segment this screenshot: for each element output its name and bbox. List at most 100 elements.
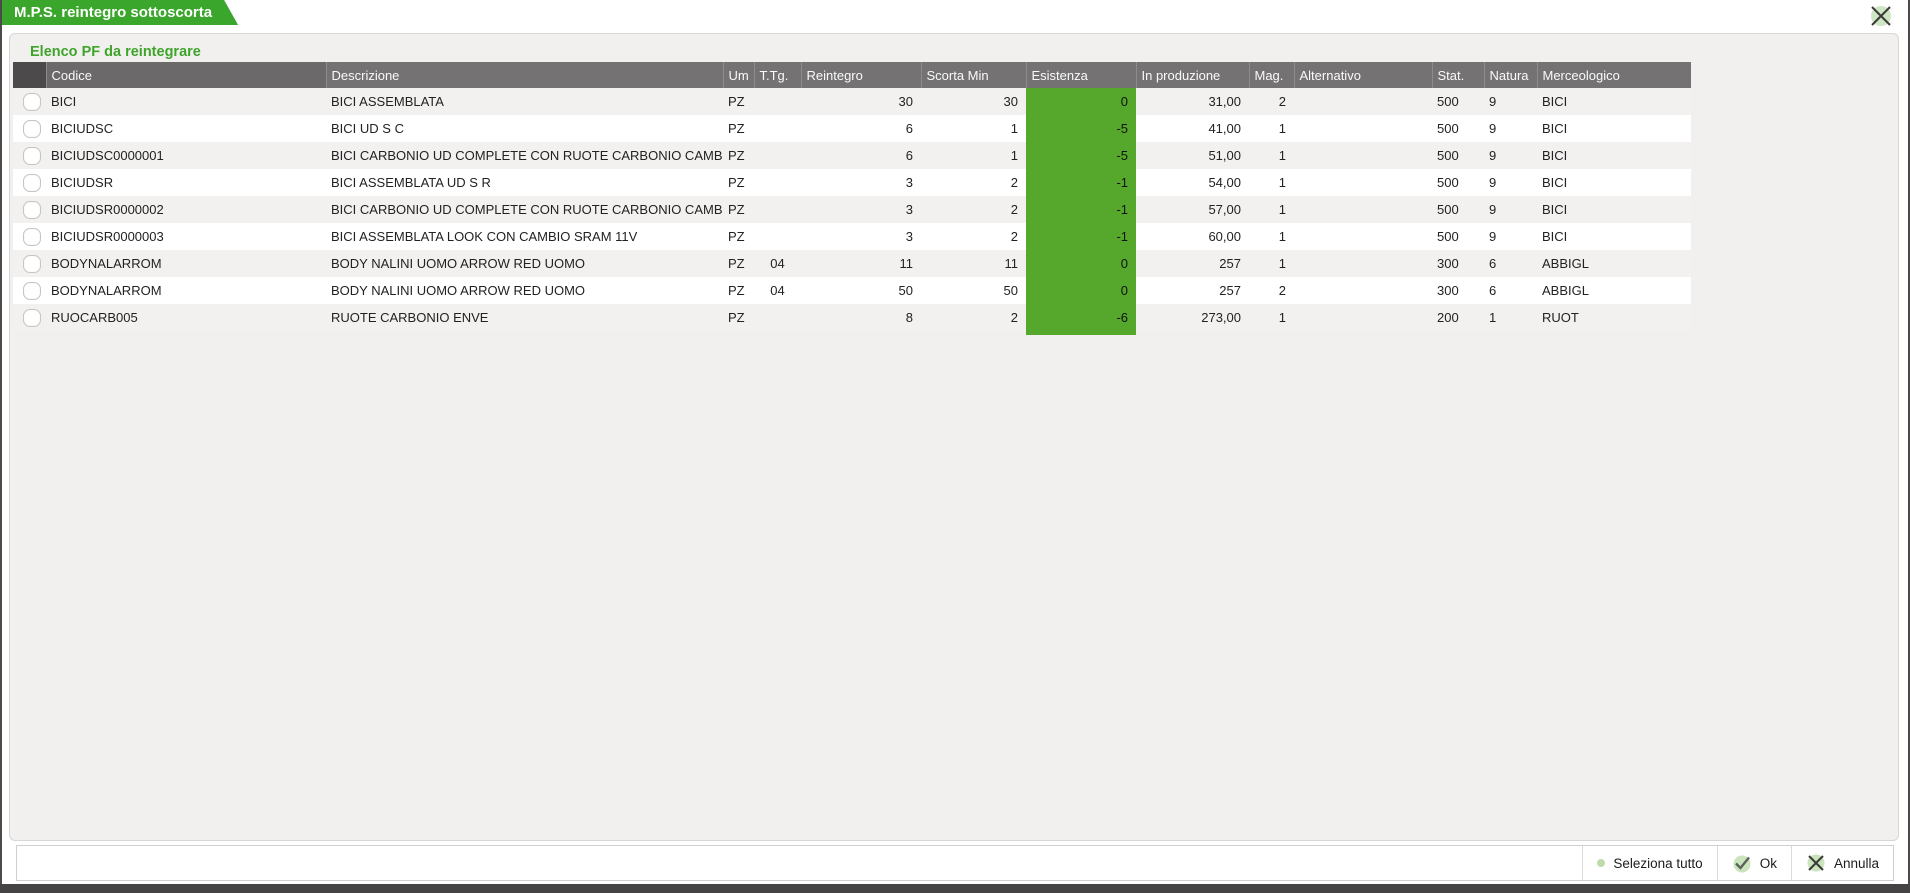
cell-um: PZ	[723, 250, 754, 277]
cancel-button[interactable]: Annulla	[1790, 846, 1893, 880]
check-icon	[1732, 853, 1752, 873]
ok-label: Ok	[1759, 855, 1777, 871]
column-header-select[interactable]	[13, 62, 46, 88]
cell-codice: BICIUDSR	[46, 169, 326, 196]
cell-um: PZ	[723, 277, 754, 304]
cell-ttg	[754, 88, 801, 115]
column-header-reintegro[interactable]: Reintegro	[800, 62, 921, 88]
ok-button[interactable]: Ok	[1716, 846, 1791, 880]
cell-select	[13, 115, 46, 142]
column-header-natura[interactable]: Natura	[1483, 62, 1537, 88]
column-header-esistenza[interactable]: Esistenza	[1025, 62, 1136, 88]
cell-merceologico: ABBIGL	[1537, 277, 1691, 304]
cell-esistenza: 0	[1026, 277, 1136, 304]
column-header-mag[interactable]: Mag.	[1248, 62, 1294, 88]
column-header-in_produzione[interactable]: In produzione	[1135, 62, 1249, 88]
cell-descrizione: BICI ASSEMBLATA UD S R	[326, 169, 723, 196]
cell-ttg	[754, 304, 801, 331]
cell-mag: 1	[1249, 250, 1294, 277]
cell-codice: BICIUDSR0000003	[46, 223, 326, 250]
esistenza-column-tail	[1026, 331, 1136, 335]
cell-descrizione: BODY NALINI UOMO ARROW RED UOMO	[326, 277, 723, 304]
row-select-checkbox[interactable]	[23, 147, 41, 165]
column-header-ttg[interactable]: T.Tg.	[753, 62, 801, 88]
table-row[interactable]: BICI BICI ASSEMBLATA PZ 30 30 0 31,00 2 500 9 BICI	[13, 88, 1691, 115]
table-row[interactable]: BODYNALARROM BODY NALINI UOMO ARROW RED U…	[13, 250, 1691, 277]
cell-select	[13, 250, 46, 277]
cell-reintegro: 30	[801, 88, 921, 115]
row-select-checkbox[interactable]	[23, 282, 41, 300]
row-select-checkbox[interactable]	[23, 120, 41, 138]
cell-natura: 9	[1484, 142, 1537, 169]
cell-stat: 300	[1432, 277, 1484, 304]
table-row[interactable]: BICIUDSR BICI ASSEMBLATA UD S R PZ 3 2 -1 54,0…	[13, 169, 1691, 196]
column-header-merceologico[interactable]: Merceologico	[1536, 62, 1691, 88]
cell-codice: BODYNALARROM	[46, 277, 326, 304]
table-row[interactable]: BICIUDSR0000002 BICI CARBONIO UD COMPLETE…	[13, 196, 1691, 223]
cell-stat: 500	[1432, 88, 1484, 115]
table-row[interactable]: BICIUDSC0000001 BICI CARBONIO UD COMPLETE…	[13, 142, 1691, 169]
cell-codice: BICIUDSC	[46, 115, 326, 142]
cell-natura: 6	[1484, 277, 1537, 304]
cell-reintegro: 50	[801, 277, 921, 304]
column-header-stat[interactable]: Stat.	[1431, 62, 1484, 88]
cell-in_produzione: 41,00	[1136, 115, 1249, 142]
cell-stat: 300	[1432, 250, 1484, 277]
cell-ttg	[754, 223, 801, 250]
table-row[interactable]: BICIUDSC BICI UD S C PZ 6 1 -5 41,00 1 500 9 BICI	[13, 115, 1691, 142]
close-icon	[1868, 3, 1894, 29]
row-select-checkbox[interactable]	[23, 255, 41, 273]
cell-descrizione: BODY NALINI UOMO ARROW RED UOMO	[326, 250, 723, 277]
cell-natura: 9	[1484, 88, 1537, 115]
column-header-alternativo[interactable]: Alternativo	[1293, 62, 1432, 88]
cell-codice: BODYNALARROM	[46, 250, 326, 277]
row-select-checkbox[interactable]	[23, 228, 41, 246]
cell-reintegro: 6	[801, 142, 921, 169]
row-select-checkbox[interactable]	[23, 201, 41, 219]
x-icon	[1806, 853, 1826, 873]
cell-alternativo	[1294, 250, 1432, 277]
pf-table: Codice Descrizione Um T.Tg. Reintegro Scorta …	[13, 62, 1691, 331]
table-row[interactable]: BODYNALARROM BODY NALINI UOMO ARROW RED U…	[13, 277, 1691, 304]
cell-merceologico: BICI	[1537, 142, 1691, 169]
cell-stat: 500	[1432, 115, 1484, 142]
table-header: Codice Descrizione Um T.Tg. Reintegro Scorta …	[13, 62, 1691, 88]
cell-natura: 6	[1484, 250, 1537, 277]
cell-select	[13, 304, 46, 331]
cell-esistenza: -1	[1026, 169, 1136, 196]
cell-alternativo	[1294, 142, 1432, 169]
cell-descrizione: BICI CARBONIO UD COMPLETE CON RUOTE CARB…	[326, 142, 723, 169]
table-container: Codice Descrizione Um T.Tg. Reintegro Scorta …	[13, 62, 1691, 335]
row-select-checkbox[interactable]	[23, 309, 41, 327]
row-select-checkbox[interactable]	[23, 174, 41, 192]
cell-ttg	[754, 169, 801, 196]
cell-natura: 9	[1484, 169, 1537, 196]
cell-merceologico: BICI	[1537, 88, 1691, 115]
table-row[interactable]: BICIUDSR0000003 BICI ASSEMBLATA LOOK CON …	[13, 223, 1691, 250]
column-header-um[interactable]: Um	[722, 62, 754, 88]
cell-mag: 1	[1249, 115, 1294, 142]
close-button[interactable]	[1868, 3, 1894, 29]
cell-esistenza: -6	[1026, 304, 1136, 331]
column-header-descrizione[interactable]: Descrizione	[325, 62, 723, 88]
cell-esistenza: 0	[1026, 250, 1136, 277]
select-all-button[interactable]: Seleziona tutto	[1582, 846, 1716, 880]
cell-mag: 1	[1249, 169, 1294, 196]
column-header-scorta_min[interactable]: Scorta Min	[920, 62, 1026, 88]
cell-esistenza: -5	[1026, 115, 1136, 142]
column-header-codice[interactable]: Codice	[45, 62, 326, 88]
window-right-border	[1908, 0, 1910, 893]
cell-codice: BICIUDSC0000001	[46, 142, 326, 169]
cell-select	[13, 277, 46, 304]
table-row[interactable]: RUOCARB005 RUOTE CARBONIO ENVE PZ 8 2 -6 273,0…	[13, 304, 1691, 331]
cell-reintegro: 8	[801, 304, 921, 331]
table-body: BICI BICI ASSEMBLATA PZ 30 30 0 31,00 2 500 9 BICI…	[13, 88, 1691, 331]
cell-select	[13, 169, 46, 196]
cell-descrizione: RUOTE CARBONIO ENVE	[326, 304, 723, 331]
content-panel: Elenco PF da reintegrare Codice Descrizio…	[9, 33, 1899, 841]
cell-um: PZ	[723, 196, 754, 223]
row-select-checkbox[interactable]	[23, 93, 41, 111]
cell-select	[13, 223, 46, 250]
cell-alternativo	[1294, 277, 1432, 304]
cell-in_produzione: 273,00	[1136, 304, 1249, 331]
